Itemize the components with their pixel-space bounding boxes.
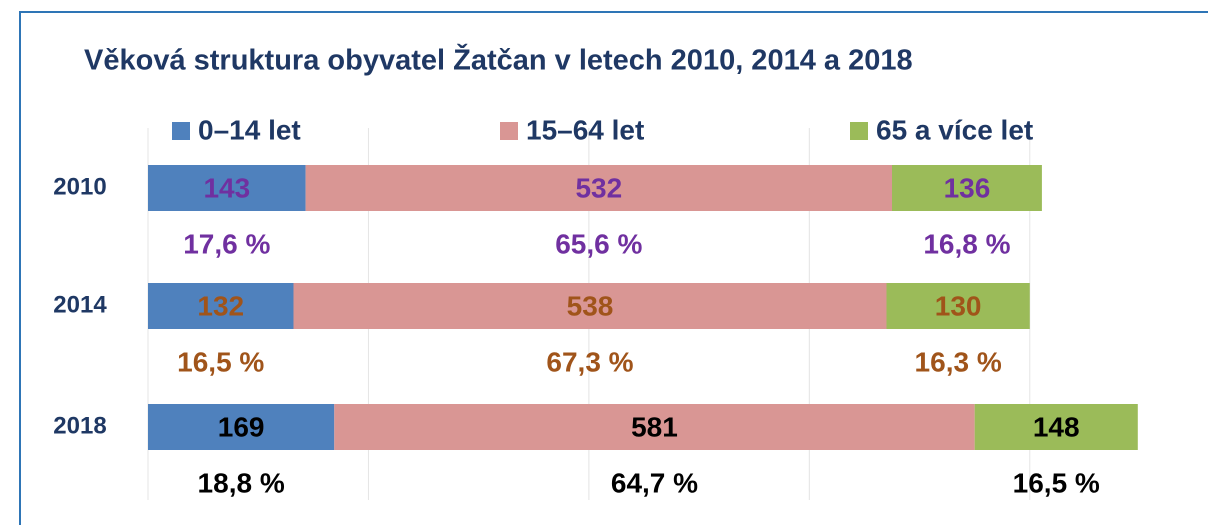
share-label: 64,7 % bbox=[611, 467, 698, 498]
value-label: 130 bbox=[935, 290, 982, 321]
bar-segment bbox=[148, 165, 306, 211]
legend-label: 65 a více let bbox=[876, 114, 1033, 145]
share-label: 18,8 % bbox=[198, 467, 285, 498]
y-tick-label: 2010 bbox=[53, 173, 106, 200]
share-label: 67,3 % bbox=[546, 346, 633, 377]
share-label: 65,6 % bbox=[555, 228, 642, 259]
value-label: 581 bbox=[631, 411, 678, 442]
share-label: 16,5 % bbox=[177, 346, 264, 377]
legend-label: 0–14 let bbox=[198, 114, 301, 145]
share-label: 17,6 % bbox=[183, 228, 270, 259]
share-label: 16,5 % bbox=[1013, 467, 1100, 498]
value-label: 143 bbox=[203, 172, 250, 203]
bar-segment bbox=[148, 404, 335, 450]
bar-segment bbox=[293, 283, 887, 329]
legend-swatch bbox=[172, 122, 190, 140]
value-label: 169 bbox=[218, 411, 265, 442]
value-label: 538 bbox=[567, 290, 614, 321]
share-label: 16,3 % bbox=[915, 346, 1002, 377]
share-label: 16,8 % bbox=[923, 228, 1010, 259]
y-tick-label: 2018 bbox=[53, 412, 106, 439]
frame bbox=[19, 11, 1208, 525]
legend-swatch bbox=[850, 122, 868, 140]
bar-segment bbox=[305, 165, 892, 211]
value-label: 532 bbox=[575, 172, 622, 203]
value-label: 132 bbox=[197, 290, 244, 321]
chart-title: Věková struktura obyvatel Žatčan v letec… bbox=[84, 43, 913, 77]
bar-segment bbox=[892, 165, 1042, 211]
value-label: 136 bbox=[944, 172, 991, 203]
value-label: 148 bbox=[1033, 411, 1080, 442]
legend-swatch bbox=[500, 122, 518, 140]
y-tick-label: 2014 bbox=[53, 291, 107, 318]
bar-segment bbox=[974, 404, 1138, 450]
bar-segment bbox=[334, 404, 975, 450]
bar-segment bbox=[886, 283, 1030, 329]
legend-label: 15–64 let bbox=[526, 114, 644, 145]
bar-segment bbox=[148, 283, 294, 329]
